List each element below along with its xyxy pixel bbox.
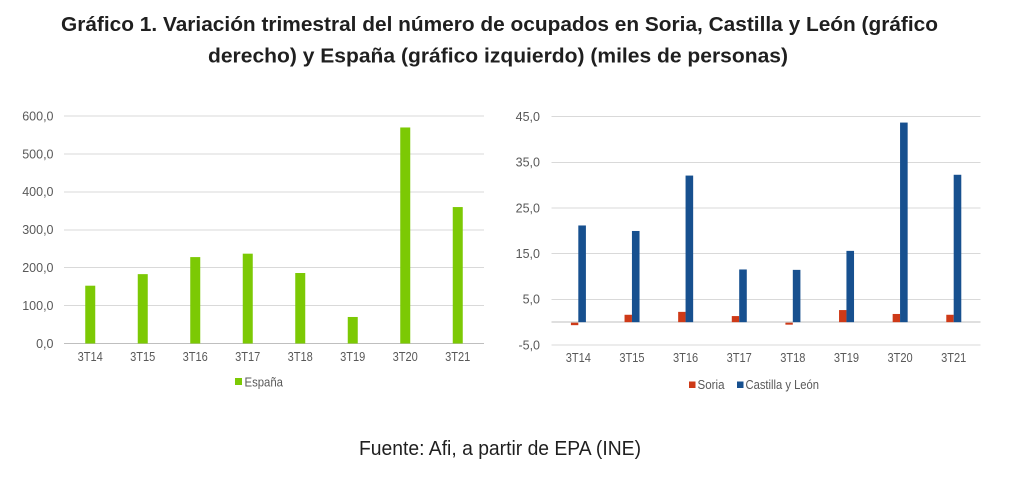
svg-text:Castilla y León: Castilla y León bbox=[746, 378, 820, 392]
svg-text:3T20: 3T20 bbox=[393, 350, 418, 364]
svg-text:3T15: 3T15 bbox=[130, 350, 155, 364]
svg-text:100,0: 100,0 bbox=[22, 299, 53, 313]
svg-text:0,0: 0,0 bbox=[36, 337, 53, 351]
svg-text:3T17: 3T17 bbox=[727, 351, 752, 365]
svg-text:3T21: 3T21 bbox=[445, 350, 470, 364]
svg-text:500,0: 500,0 bbox=[22, 147, 53, 161]
svg-text:3T16: 3T16 bbox=[183, 350, 208, 364]
svg-text:45,0: 45,0 bbox=[516, 110, 540, 124]
svg-text:Gráfico 1. Variación trimestra: Gráfico 1. Variación trimestral del núme… bbox=[61, 13, 938, 36]
svg-text:3T19: 3T19 bbox=[834, 351, 859, 365]
svg-text:3T19: 3T19 bbox=[340, 350, 365, 364]
svg-text:3T18: 3T18 bbox=[288, 350, 313, 364]
svg-text:3T15: 3T15 bbox=[619, 351, 644, 365]
svg-text:Fuente: Afi, a partir de EPA (: Fuente: Afi, a partir de EPA (INE) bbox=[359, 438, 641, 460]
svg-text:600,0: 600,0 bbox=[22, 109, 53, 123]
svg-text:400,0: 400,0 bbox=[22, 185, 53, 199]
svg-text:3T16: 3T16 bbox=[673, 351, 698, 365]
svg-text:25,0: 25,0 bbox=[516, 201, 540, 215]
svg-text:35,0: 35,0 bbox=[516, 156, 540, 170]
svg-text:3T14: 3T14 bbox=[566, 351, 591, 365]
svg-text:3T17: 3T17 bbox=[235, 350, 260, 364]
svg-text:5,0: 5,0 bbox=[523, 293, 540, 307]
svg-text:200,0: 200,0 bbox=[22, 261, 53, 275]
svg-text:Soria: Soria bbox=[698, 378, 725, 392]
svg-text:3T20: 3T20 bbox=[887, 351, 912, 365]
svg-text:300,0: 300,0 bbox=[22, 223, 53, 237]
svg-text:España: España bbox=[245, 376, 284, 390]
svg-text:3T14: 3T14 bbox=[78, 350, 103, 364]
svg-text:3T21: 3T21 bbox=[941, 351, 966, 365]
svg-text:-5,0: -5,0 bbox=[518, 338, 540, 352]
svg-text:15,0: 15,0 bbox=[516, 247, 540, 261]
svg-text:derecho) y España (gráfico izq: derecho) y España (gráfico izquierdo) (m… bbox=[208, 45, 788, 68]
svg-text:3T18: 3T18 bbox=[780, 351, 805, 365]
